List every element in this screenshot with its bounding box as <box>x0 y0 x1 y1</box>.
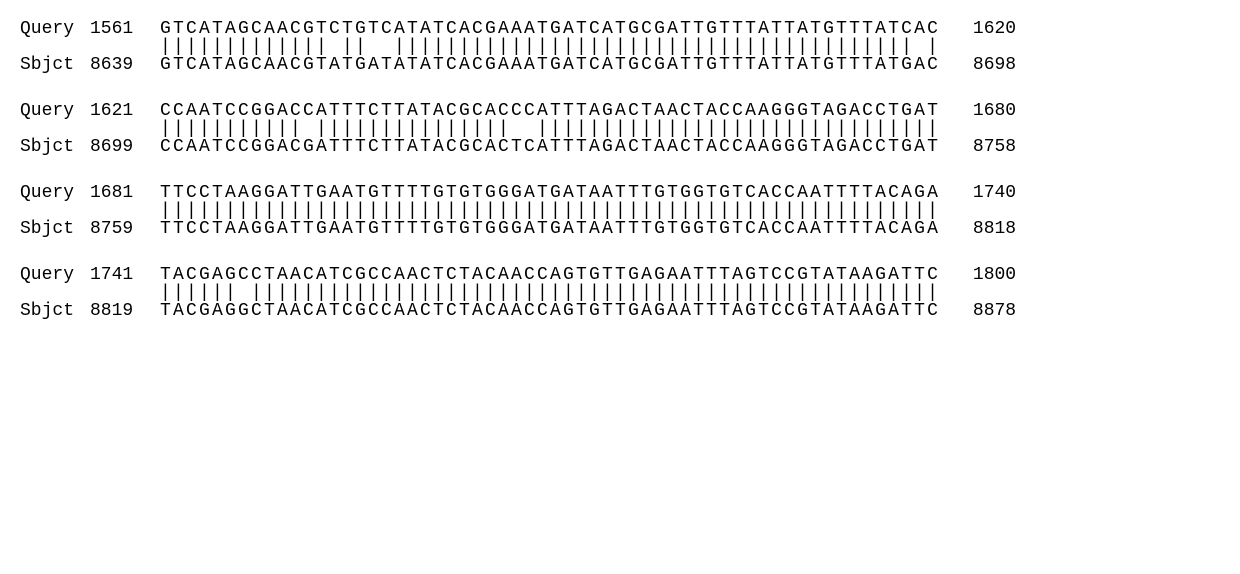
sbjct-label: Sbjct <box>20 138 90 156</box>
sbjct-start: 8759 <box>90 220 150 238</box>
sbjct-end: 8878 <box>956 302 1016 320</box>
alignment-block: Query 1681 TTCCTAAGGATTGAATGTTTTGTGTGGGA… <box>20 184 1016 238</box>
match-bars: ||||||||||||| || |||||||||||||||||||||||… <box>160 38 940 56</box>
sbjct-label: Sbjct <box>20 220 90 238</box>
query-start: 1681 <box>90 184 150 202</box>
sbjct-row: Sbjct 8639 GTCATAGCAACGTATGATATATCACGAAA… <box>20 56 1016 74</box>
alignment-block: Query 1741 TACGAGCCTAACATCGCCAACTCTACAAC… <box>20 266 1016 320</box>
alignment-block: Query 1561 GTCATAGCAACGTCTGTCATATCACGAAA… <box>20 20 1016 74</box>
match-row: ||||||||||| ||||||||||||||| ||||||||||||… <box>20 120 1016 138</box>
sbjct-end: 8758 <box>956 138 1016 156</box>
sbjct-label: Sbjct <box>20 56 90 74</box>
sbjct-label: Sbjct <box>20 302 90 320</box>
sequence-alignment: Query 1561 GTCATAGCAACGTCTGTCATATCACGAAA… <box>20 20 1016 320</box>
query-label: Query <box>20 184 90 202</box>
query-sequence: GTCATAGCAACGTCTGTCATATCACGAAATGATCATGCGA… <box>160 20 940 38</box>
query-sequence: TTCCTAAGGATTGAATGTTTTGTGTGGGATGATAATTTGT… <box>160 184 940 202</box>
match-bars: |||||| |||||||||||||||||||||||||||||||||… <box>160 284 940 302</box>
sbjct-start: 8639 <box>90 56 150 74</box>
sbjct-end: 8818 <box>956 220 1016 238</box>
query-start: 1561 <box>90 20 150 38</box>
query-label: Query <box>20 266 90 284</box>
sbjct-row: Sbjct 8699 CCAATCCGGACGATTTCTTATACGCACTC… <box>20 138 1016 156</box>
query-sequence: CCAATCCGGACCATTTCTTATACGCACCCATTTAGACTAA… <box>160 102 940 120</box>
sbjct-row: Sbjct 8819 TACGAGGCTAACATCGCCAACTCTACAAC… <box>20 302 1016 320</box>
query-end: 1800 <box>956 266 1016 284</box>
match-row: ||||||||||||||||||||||||||||||||||||||||… <box>20 202 1016 220</box>
match-row: ||||||||||||| || |||||||||||||||||||||||… <box>20 38 1016 56</box>
query-label: Query <box>20 20 90 38</box>
sbjct-start: 8819 <box>90 302 150 320</box>
query-row: Query 1561 GTCATAGCAACGTCTGTCATATCACGAAA… <box>20 20 1016 38</box>
match-bars: ||||||||||||||||||||||||||||||||||||||||… <box>160 202 940 220</box>
sbjct-sequence: GTCATAGCAACGTATGATATATCACGAAATGATCATGCGA… <box>160 56 940 74</box>
query-sequence: TACGAGCCTAACATCGCCAACTCTACAACCAGTGTTGAGA… <box>160 266 940 284</box>
query-start: 1741 <box>90 266 150 284</box>
query-row: Query 1741 TACGAGCCTAACATCGCCAACTCTACAAC… <box>20 266 1016 284</box>
match-row: |||||| |||||||||||||||||||||||||||||||||… <box>20 284 1016 302</box>
query-label: Query <box>20 102 90 120</box>
query-end: 1680 <box>956 102 1016 120</box>
query-start: 1621 <box>90 102 150 120</box>
query-end: 1620 <box>956 20 1016 38</box>
alignment-block: Query 1621 CCAATCCGGACCATTTCTTATACGCACCC… <box>20 102 1016 156</box>
sbjct-end: 8698 <box>956 56 1016 74</box>
match-bars: ||||||||||| ||||||||||||||| ||||||||||||… <box>160 120 940 138</box>
query-row: Query 1621 CCAATCCGGACCATTTCTTATACGCACCC… <box>20 102 1016 120</box>
query-row: Query 1681 TTCCTAAGGATTGAATGTTTTGTGTGGGA… <box>20 184 1016 202</box>
sbjct-start: 8699 <box>90 138 150 156</box>
sbjct-sequence: CCAATCCGGACGATTTCTTATACGCACTCATTTAGACTAA… <box>160 138 940 156</box>
sbjct-row: Sbjct 8759 TTCCTAAGGATTGAATGTTTTGTGTGGGA… <box>20 220 1016 238</box>
query-end: 1740 <box>956 184 1016 202</box>
sbjct-sequence: TTCCTAAGGATTGAATGTTTTGTGTGGGATGATAATTTGT… <box>160 220 940 238</box>
sbjct-sequence: TACGAGGCTAACATCGCCAACTCTACAACCAGTGTTGAGA… <box>160 302 940 320</box>
